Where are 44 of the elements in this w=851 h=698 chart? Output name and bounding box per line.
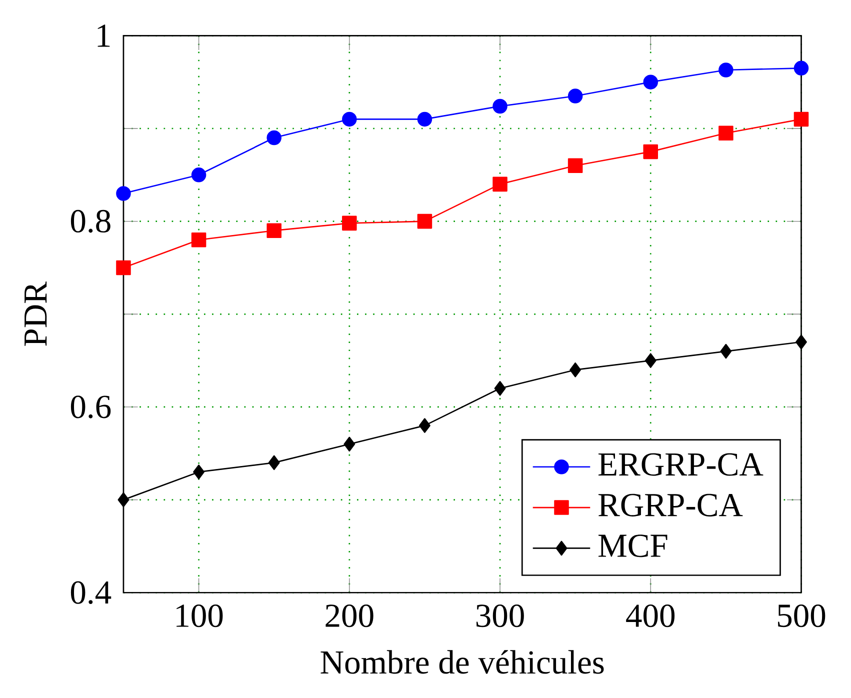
point — [417, 112, 432, 126]
x-axis-title: Nombre de véhicules — [320, 650, 604, 674]
point — [342, 216, 357, 230]
point — [116, 260, 131, 275]
point — [794, 112, 809, 126]
point — [568, 158, 583, 173]
y-tick-label: 1 — [98, 24, 110, 47]
point — [643, 144, 658, 159]
point — [718, 126, 734, 140]
point — [492, 176, 508, 192]
point — [193, 464, 204, 480]
x-tick-label: 100 — [176, 604, 223, 627]
y-tick-label: 0.4 — [70, 581, 112, 604]
point — [494, 380, 506, 396]
point — [342, 112, 357, 126]
point — [644, 352, 656, 368]
legend-label: MCF — [598, 534, 668, 557]
point — [191, 232, 206, 248]
point — [118, 492, 130, 507]
point — [643, 74, 658, 90]
point — [419, 418, 430, 433]
point — [116, 186, 131, 201]
x-tick-label: 200 — [326, 604, 374, 627]
point — [796, 334, 807, 350]
point — [268, 455, 280, 470]
legend-label: ERGRP-CA — [598, 453, 764, 476]
point — [720, 344, 732, 358]
x-tick-label: 500 — [778, 604, 826, 627]
point — [492, 98, 508, 114]
point — [570, 362, 582, 378]
point — [568, 88, 583, 104]
point — [718, 62, 734, 78]
point — [794, 60, 809, 76]
y-tick-label: 0.8 — [70, 210, 110, 233]
legend-label: RGRP-CA — [598, 494, 743, 516]
point — [266, 130, 282, 145]
point — [344, 436, 356, 452]
point — [417, 214, 432, 228]
point — [191, 167, 206, 182]
y-tick-label: 0.6 — [70, 395, 111, 418]
point — [266, 223, 282, 238]
x-tick-label: 400 — [626, 604, 675, 627]
y-axis-title: PDR — [24, 281, 47, 346]
x-tick-label: 300 — [476, 604, 524, 627]
